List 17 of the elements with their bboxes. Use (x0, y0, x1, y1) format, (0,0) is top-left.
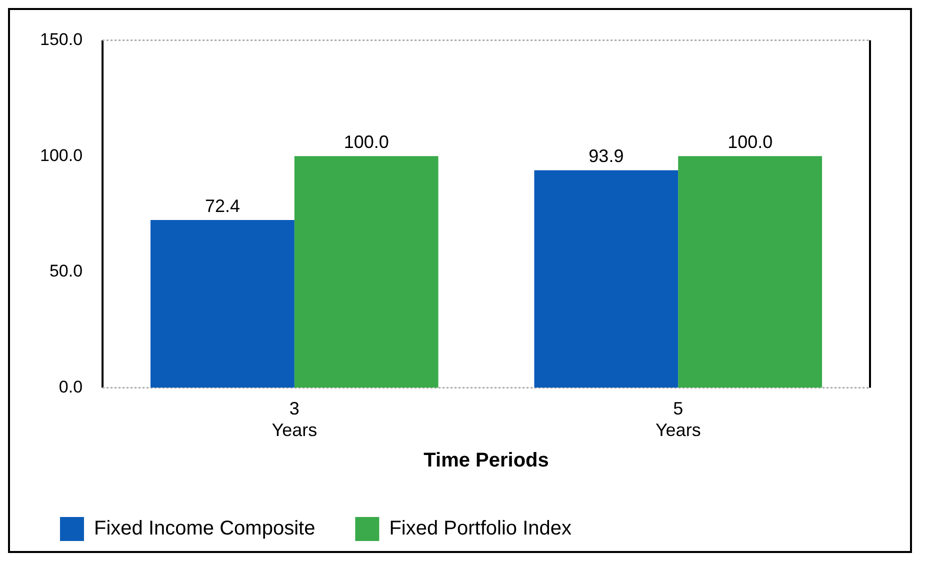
y-tick-label: 150.0 (40, 30, 83, 49)
bar (678, 156, 822, 388)
bar (150, 220, 294, 388)
x-tick-label: 5 Years (655, 398, 701, 440)
data-label: 100.0 (728, 132, 773, 152)
data-label: 93.9 (588, 146, 624, 166)
x-axis-title: Time Periods (424, 450, 549, 472)
x-tick-label: 3 Years (272, 398, 318, 440)
y-tick-label: 50.0 (49, 262, 83, 281)
data-label: 100.0 (344, 132, 389, 152)
bar (294, 156, 438, 388)
y-tick-label: 100.0 (40, 146, 83, 165)
bar (534, 170, 678, 388)
data-label: 72.4 (204, 196, 240, 216)
legend-label: Fixed Portfolio Index (389, 518, 572, 540)
y-tick-label: 0.0 (58, 377, 83, 396)
legend-label: Fixed Income Composite (94, 518, 316, 540)
